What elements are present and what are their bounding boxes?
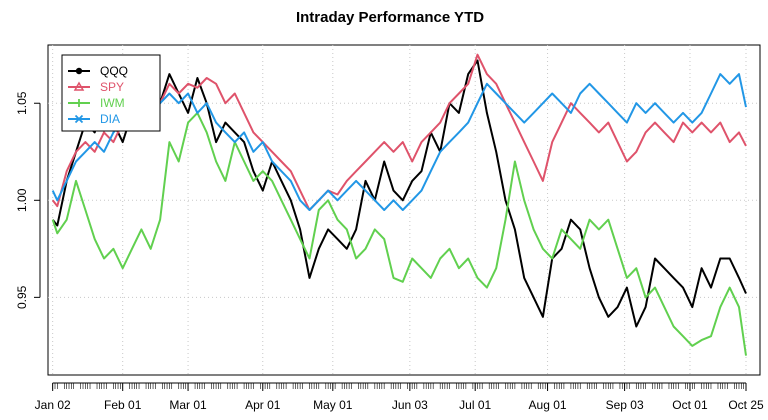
x-tick-label: Apr 01 bbox=[245, 398, 281, 412]
chart-title: Intraday Performance YTD bbox=[296, 9, 484, 26]
y-axis: 0.95 1.00 1.05 bbox=[15, 91, 41, 309]
legend-marker-x bbox=[74, 114, 84, 124]
series-line-dia bbox=[51, 73, 747, 211]
y-tick-label: 1.00 bbox=[15, 188, 29, 212]
x-tick-label: Sep 03 bbox=[606, 398, 644, 412]
y-tick-label: 0.95 bbox=[15, 285, 29, 309]
grid-lines bbox=[48, 45, 760, 375]
legend-label-dia: DIA bbox=[100, 112, 120, 126]
legend-marker-circle bbox=[75, 67, 83, 75]
legend-label-qqq: QQQ bbox=[100, 64, 128, 78]
x-tick-label: Aug 01 bbox=[529, 398, 567, 412]
series-line-iwm bbox=[51, 111, 747, 356]
x-tick-label: Oct 01 bbox=[672, 398, 708, 412]
y-tick-label: 1.05 bbox=[15, 91, 29, 115]
series-line-spy bbox=[51, 53, 747, 211]
legend-marker-triangle bbox=[73, 81, 85, 91]
x-tick-label: May 01 bbox=[313, 398, 353, 412]
x-axis: Jan 02 Feb 01 Mar 01 Apr 01 May 01 Jun 03 Jul … bbox=[35, 382, 764, 412]
legend: QQQ SPY IWM DIA bbox=[61, 54, 161, 132]
legend-marker-plus bbox=[75, 99, 83, 107]
plot-frame bbox=[47, 44, 761, 376]
x-tick-label: Jun 03 bbox=[392, 398, 428, 412]
series-line-qqq bbox=[51, 59, 747, 328]
legend-label-iwm: IWM bbox=[100, 96, 125, 110]
series-lines bbox=[51, 53, 747, 356]
x-tick-label: Feb 01 bbox=[104, 398, 142, 412]
x-tick-label: Jan 02 bbox=[35, 398, 71, 412]
x-tick-label: Oct 25 bbox=[728, 398, 764, 412]
x-tick-label: Mar 01 bbox=[169, 398, 207, 412]
legend-label-spy: SPY bbox=[100, 80, 124, 94]
x-tick-label: Jul 01 bbox=[459, 398, 491, 412]
